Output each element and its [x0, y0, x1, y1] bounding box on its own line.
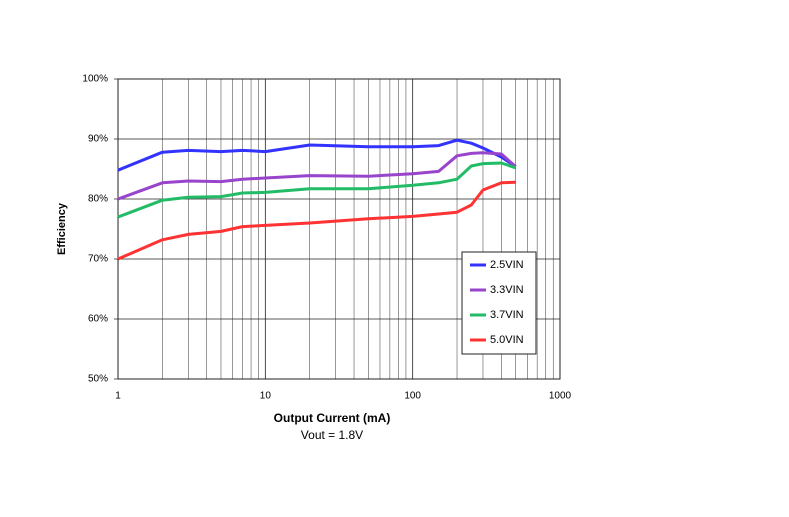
x-tick-label: 10 — [260, 391, 272, 402]
x-tick-label: 1 — [115, 391, 121, 402]
series-line — [117, 161, 517, 219]
legend-box — [461, 251, 537, 355]
series-line — [117, 180, 516, 261]
y-tick-label: 80% — [88, 194, 108, 205]
legend-label: 2.5VIN — [490, 259, 524, 271]
series-line — [117, 138, 517, 172]
y-axis-label: Efficiency — [56, 202, 68, 255]
legend-label: 5.0VIN — [490, 334, 524, 346]
x-axis-sublabel: Vout = 1.8V — [301, 428, 363, 442]
x-axis-label: Output Current (mA) — [274, 411, 391, 425]
y-tick-label: 70% — [88, 254, 108, 265]
legend-label: 3.7VIN — [490, 309, 524, 321]
x-tick-label: 100 — [404, 391, 421, 402]
x-tick-label: 1000 — [549, 391, 572, 402]
legend-label: 3.3VIN — [490, 284, 524, 296]
y-tick-label: 90% — [88, 134, 108, 145]
y-tick-label: 50% — [88, 374, 108, 385]
y-tick-label: 60% — [88, 314, 108, 325]
y-tick-label: 100% — [82, 74, 108, 85]
series-line — [117, 151, 517, 201]
plot-border — [117, 78, 561, 380]
